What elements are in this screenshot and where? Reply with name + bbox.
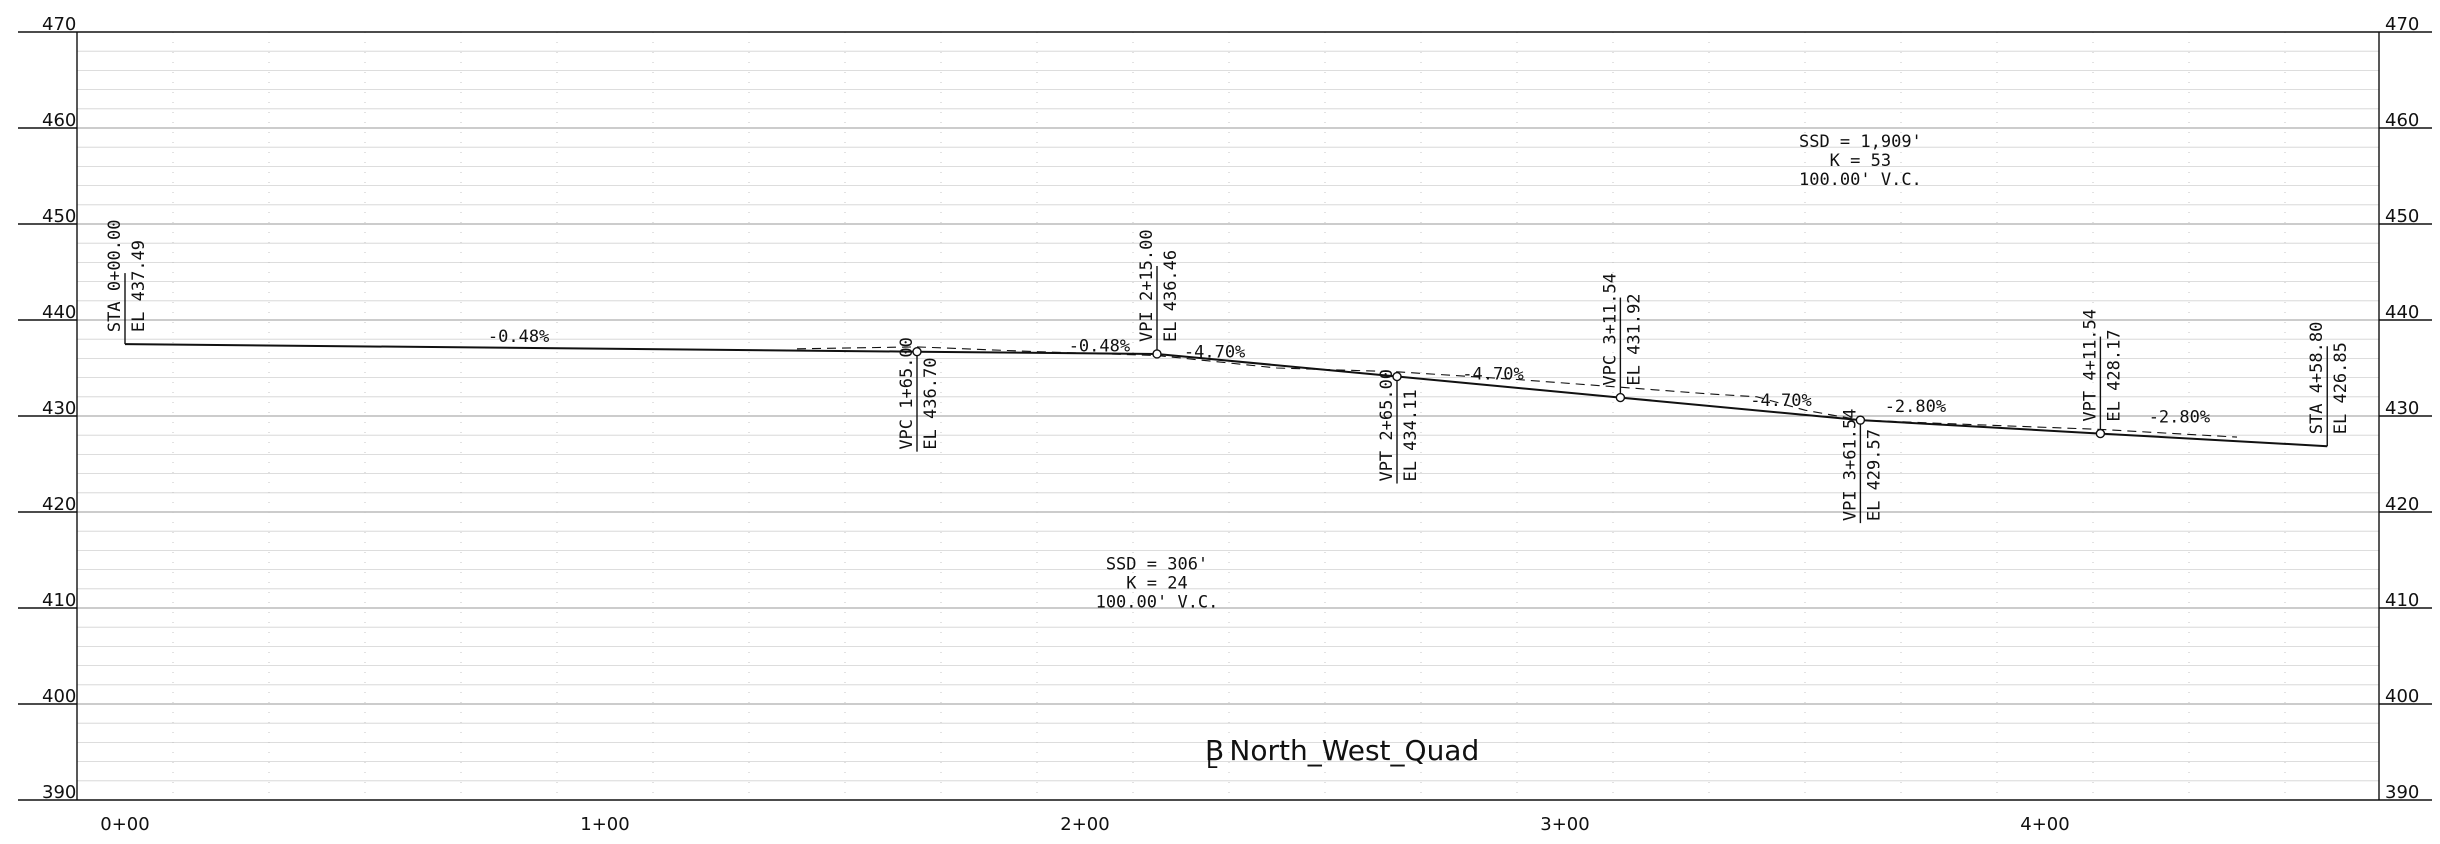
elevation-label-right: 470: [2385, 14, 2419, 35]
vpt-1-marker: [1392, 371, 1402, 382]
elevation-label-left: 410: [42, 590, 76, 611]
elevation-label-left: 440: [42, 302, 76, 323]
station-label: 4+00: [2020, 814, 2069, 835]
station-axis: 0+00 1+00 2+00 3+00 4+00: [100, 814, 2069, 835]
vpt-2-elevation-label: EL 428.17: [2104, 329, 2124, 421]
vpc-1-annotation: VPC 1+65.00 EL 436.70: [897, 337, 941, 452]
curve-2-line: SSD = 1,909': [1799, 132, 1922, 152]
vpi-1-elevation-label: EL 436.46: [1161, 250, 1181, 342]
vpc-2-elevation-label: EL 431.92: [1624, 293, 1644, 385]
vpi-1-station-label: VPI 2+15.00: [1137, 229, 1157, 342]
drawing-name: North_West_Quad: [1229, 734, 1479, 767]
elevation-label-right: 420: [2385, 494, 2419, 515]
sta-start-station-label: STA 0+00.00: [105, 220, 125, 333]
vpc-2-marker: [1615, 392, 1626, 403]
elevation-label-left: 400: [42, 686, 76, 707]
vpc-1-marker: [912, 346, 922, 357]
alignment-points: STA 0+00.00 EL 437.49 VPC 1+65.00 EL 436.70…: [105, 220, 2351, 524]
vpi-2-annotation: VPI 3+61.54 EL 429.57: [1840, 409, 1884, 524]
curve-1-line: 100.00' V.C.: [1096, 593, 1219, 613]
station-label: 1+00: [580, 814, 629, 835]
grade-label: -0.48%: [1069, 337, 1130, 357]
elevation-label-right: 400: [2385, 686, 2419, 707]
elevation-label-right: 430: [2385, 398, 2419, 419]
vpc-1-elevation-label: EL 436.70: [921, 358, 941, 450]
elevation-label-right: 440: [2385, 302, 2419, 323]
vpc-1-station-label: VPC 1+65.00: [897, 337, 917, 450]
vpt-1-station-label: VPT 2+65.00: [1377, 369, 1397, 482]
proposed-profile-line: [124, 343, 2328, 448]
curve-1-line: K = 24: [1126, 574, 1187, 594]
grade-label: -0.48%: [488, 327, 549, 347]
vpi-2-marker: [1855, 415, 1866, 425]
grade-label: -4.70%: [1750, 391, 1811, 411]
curve-1-line: SSD = 306': [1106, 555, 1208, 575]
elevation-label-right: 390: [2385, 782, 2419, 803]
baseline-subscript: L: [1206, 749, 1218, 773]
vpt-2-annotation: VPT 4+11.54 EL 428.17: [2080, 309, 2124, 439]
grade-labels: -0.48% -0.48% -4.70% -4.70% -4.70% -2.80% -2.8…: [488, 327, 2210, 428]
elevation-label-left: 460: [42, 110, 76, 131]
grade-label: -4.70%: [1184, 342, 1245, 362]
vpi-1-annotation: VPI 2+15.00 EL 436.46: [1137, 229, 1181, 359]
vpi-2-station-label: VPI 3+61.54: [1840, 409, 1860, 522]
elevation-label-left: 390: [42, 782, 76, 803]
baseline-symbol: B: [1205, 734, 1224, 767]
sta-end-elevation-label: EL 426.85: [2331, 342, 2351, 434]
station-label: 2+00: [1060, 814, 1109, 835]
sta-end-station-label: STA 4+58.80: [2307, 322, 2327, 435]
sta-start-elevation-label: EL 437.49: [129, 240, 149, 332]
vpc-2-annotation: VPC 3+11.54 EL 431.92: [1600, 273, 1644, 403]
elevation-label-right: 460: [2385, 110, 2419, 131]
vpt-1-elevation-label: EL 434.11: [1401, 389, 1421, 481]
elevation-axis: 470 470 460 460 450 450 440 440 430 430 420 420 410 4…: [18, 14, 2432, 803]
vpt-1-annotation: VPT 2+65.00 EL 434.11: [1377, 369, 1421, 484]
station-label: 3+00: [1540, 814, 1589, 835]
grade-label: -2.80%: [2149, 408, 2210, 428]
drawing-title: BL North_West_Quad: [1205, 734, 1479, 773]
vpc-2-station-label: VPC 3+11.54: [1600, 273, 1620, 386]
sta-end-annotation: STA 4+58.80 EL 426.85: [2307, 322, 2351, 447]
elevation-label-right: 410: [2385, 590, 2419, 611]
vpi-2-elevation-label: EL 429.57: [1864, 429, 1884, 521]
grid: [77, 32, 2379, 800]
curve-2-line: K = 53: [1830, 151, 1891, 171]
curve-2-line: 100.00' V.C.: [1799, 170, 1922, 190]
vpi-1-marker: [1152, 349, 1162, 359]
elevation-label-right: 450: [2385, 206, 2419, 227]
elevation-label-left: 470: [42, 14, 76, 35]
elevation-label-left: 430: [42, 398, 76, 419]
grade-label: -4.70%: [1462, 364, 1523, 384]
profile-lines: [124, 343, 2328, 448]
sta-start-annotation: STA 0+00.00 EL 437.49: [105, 220, 149, 345]
grade-label: -2.80%: [1885, 397, 1946, 417]
vpt-2-marker: [2095, 428, 2106, 439]
station-label: 0+00: [100, 814, 149, 835]
vpt-2-station-label: VPT 4+11.54: [2080, 309, 2100, 422]
existing-ground-line: [796, 346, 2238, 438]
elevation-label-left: 450: [42, 206, 76, 227]
elevation-label-left: 420: [42, 494, 76, 515]
